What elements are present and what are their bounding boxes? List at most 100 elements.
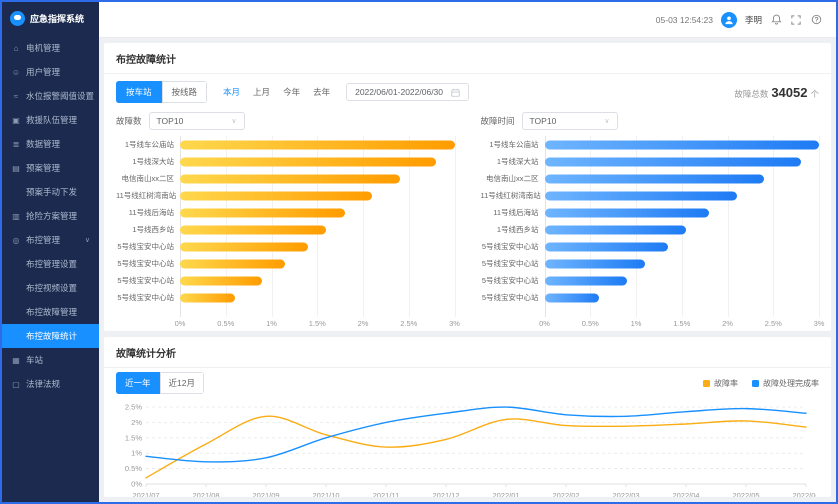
sidebar-item-7[interactable]: ◎ 布控管理 ∨ — [2, 228, 99, 252]
quick-link-去年[interactable]: 去年 — [313, 87, 331, 97]
bar — [544, 276, 627, 285]
bar — [180, 293, 235, 302]
fault-count-select-row: 故障数 TOP10 ∨ — [116, 109, 455, 136]
series-line-故障率 — [145, 415, 807, 479]
gridline — [819, 136, 820, 317]
bar — [544, 242, 669, 251]
sidebar-item-9[interactable]: ▢ 法律法规 — [2, 372, 99, 396]
sidebar-item-8[interactable]: ▦ 车站 — [2, 348, 99, 372]
bar-row: 5号线宝安中心站 — [116, 238, 455, 255]
sidebar-item-0[interactable]: ⌂ 电机管理 — [2, 36, 99, 60]
bar-category-label: 1号线深大站 — [496, 157, 539, 166]
emergency-plan-icon: ▥ — [12, 211, 20, 221]
date-range-input[interactable]: 2022/06/01-2022/06/30 — [346, 83, 470, 101]
user-icon — [725, 16, 733, 24]
username-text: 李明 — [744, 14, 762, 25]
sidebar-subitem-5-0[interactable]: 预案手动下发 — [26, 187, 78, 197]
bar-row: 1号线深大站 — [116, 153, 455, 170]
legend-label: 故障率 — [714, 378, 738, 388]
quick-link-本月[interactable]: 本月 — [223, 87, 241, 97]
bar — [544, 293, 600, 302]
bar-track — [180, 136, 455, 153]
water-level-icon: ≈ — [13, 91, 19, 101]
sidebar-subitem-7-2[interactable]: 布控故障管理 — [26, 307, 78, 317]
sidebar-item-1[interactable]: ☺ 用户管理 — [2, 60, 99, 84]
bar-row: 1号线车公庙站 — [481, 136, 819, 153]
bar-category-label: 电信南山xx二区 — [121, 174, 175, 183]
sidebar-item-4[interactable]: ≣ 数据管理 — [2, 132, 99, 156]
sidebar-subitem-7-3[interactable]: 布控故障统计 — [2, 324, 99, 348]
sidebar-item-label: 用户管理 — [26, 67, 61, 77]
bar-category-label: 5号线宝安中心站 — [117, 259, 174, 268]
trend-legend: 故障率 故障处理完成率 — [703, 378, 819, 389]
user-management-icon: ☺ — [11, 67, 21, 77]
bar-row: 1号线西乡站 — [116, 221, 455, 238]
bar-x-axis: 0% 0.5% 1% 1.5% 2% 2.5% 3% — [175, 317, 460, 331]
x-tick-label: 2022/01 — [492, 491, 519, 497]
fault-count-column: 故障数 TOP10 ∨ 1号线车公庙站 1号线深大站 电信南山xx二区 11号线红树湾… — [116, 109, 460, 331]
calendar-icon — [451, 88, 460, 97]
bar-category-label: 1号线西乡站 — [496, 225, 539, 234]
bar-row: 1号线车公庙站 — [116, 136, 455, 153]
fault-count-topn-select[interactable]: TOP10 ∨ — [148, 112, 245, 130]
x-tick-label: 2022/03 — [612, 491, 639, 497]
fault-total: 故障总数 34052 个 — [734, 85, 819, 100]
axis-tick-label: 1% — [266, 319, 277, 328]
bar-category-label: 11号线红树湾南站 — [480, 191, 541, 200]
chevron-down-icon: ∨ — [84, 237, 90, 244]
fault-duration-select-row: 故障时间 TOP10 ∨ — [481, 109, 820, 136]
sidebar-item-5[interactable]: ▤ 预案管理 — [2, 156, 99, 180]
quick-link-上月[interactable]: 上月 — [253, 87, 271, 97]
dimension-toggle: 按车站 按线路 — [116, 81, 208, 103]
y-tick-label: 0.5% — [125, 464, 142, 473]
fault-total-value: 34052 — [771, 84, 808, 100]
bar-track — [544, 187, 820, 204]
toggle-按线路[interactable]: 按线路 — [161, 81, 208, 103]
quick-range-links: 本月 上月 今年 去年 — [223, 86, 330, 98]
quick-link-今年[interactable]: 今年 — [283, 87, 301, 97]
bar-row: 1号线西乡站 — [481, 221, 820, 238]
bar — [544, 208, 710, 217]
sidebar-item-6[interactable]: ▥ 抢险方案管理 — [2, 204, 99, 228]
fault-duration-bar-chart: 1号线车公庙站 1号线深大站 电信南山xx二区 11号线红树湾南站 11号线后海站 1号线… — [481, 136, 824, 331]
rescue-team-icon: ▣ — [12, 115, 20, 125]
sidebar-item-3[interactable]: ▣ 救援队伍管理 — [2, 108, 99, 132]
bell-icon[interactable] — [770, 14, 782, 26]
sidebar-item-label: 数据管理 — [26, 139, 61, 149]
bar-track — [544, 238, 820, 255]
axis-tick-label: 1% — [630, 319, 642, 328]
fullscreen-icon[interactable] — [790, 14, 802, 26]
sidebar-subitem-7-1[interactable]: 布控视频设置 — [26, 283, 78, 293]
sidebar-item-2[interactable]: ≈ 水位报警阈值设置 — [2, 84, 99, 108]
app-logo-icon — [10, 11, 25, 26]
axis-tick-label: 0% — [174, 319, 186, 328]
tab-近12月[interactable]: 近12月 — [159, 372, 204, 394]
tab-近一年[interactable]: 近一年 — [116, 372, 160, 394]
axis-tick-label: 3% — [813, 319, 825, 328]
fault-duration-topn-select[interactable]: TOP10 ∨ — [521, 112, 618, 130]
bar-track — [180, 153, 455, 170]
bar-row: 电信南山xx二区 — [116, 170, 455, 187]
x-tick-label: 2022/02 — [552, 491, 579, 497]
toggle-按车站[interactable]: 按车站 — [116, 81, 162, 103]
bar-rows: 1号线车公庙站 1号线深大站 电信南山xx二区 11号线红树湾南站 11号线后海站 1号线… — [481, 136, 820, 317]
bar-row: 11号线后海站 — [481, 204, 820, 221]
bar-rows: 1号线车公庙站 1号线深大站 电信南山xx二区 11号线红树湾南站 11号线后海站 1号线… — [116, 136, 456, 317]
datetime-text: 05-03 12:54:23 — [655, 14, 713, 25]
bar-category-label: 5号线宝安中心站 — [117, 293, 174, 302]
x-tick-label: 2021/08 — [192, 491, 219, 497]
x-tick-label: 2021/10 — [312, 491, 339, 497]
bar-row: 5号线宝安中心站 — [116, 289, 455, 306]
bar-track — [544, 170, 820, 187]
sidebar: 应急指挥系统 ⌂ 电机管理 ☺ 用户管理 ≈ 水位报警阈值设置 ▣ 救援队伍管理 ≣ 数据管理 ▤ 预… — [2, 2, 99, 502]
help-icon[interactable] — [810, 14, 822, 26]
axis-tick-label: 2.5% — [764, 319, 782, 328]
sidebar-subitem-7-0[interactable]: 布控管理设置 — [26, 259, 78, 269]
bar-category-label: 11号线后海站 — [493, 208, 539, 217]
avatar[interactable] — [720, 11, 737, 28]
fault-count-topn-value: TOP10 — [156, 116, 184, 126]
x-tick-label: 2021/09 — [252, 491, 279, 497]
bar — [544, 225, 687, 234]
bar-track — [180, 204, 455, 221]
